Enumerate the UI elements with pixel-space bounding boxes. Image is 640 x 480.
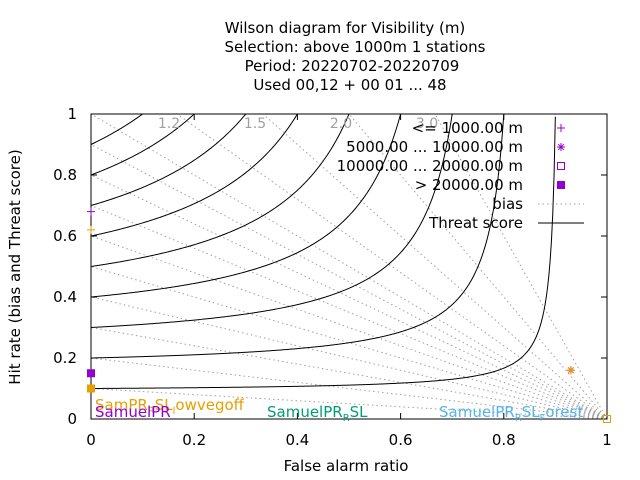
station-label: SamPRRSLlowvegoff	[95, 396, 245, 417]
data-point	[87, 384, 95, 393]
bias-line	[91, 144, 607, 419]
data-point	[87, 225, 95, 234]
y-tick-label: 0.6	[53, 227, 77, 245]
legend-entry: Threat score	[428, 214, 584, 232]
data-point	[603, 415, 611, 423]
bias-line	[91, 205, 607, 419]
y-tick-label: 0.8	[53, 166, 77, 184]
legend-marker	[557, 124, 565, 132]
x-tick-label: 0.2	[182, 431, 206, 449]
x-tick-label: 0.4	[285, 431, 309, 449]
threat-score-curve	[91, 114, 402, 298]
x-axis-ticks: 0 0.2 0.4 0.6 0.8 1	[86, 114, 612, 449]
y-tick-label: 0.4	[53, 288, 77, 306]
legend-label: 10000.00 ... 20000.00 m	[337, 157, 523, 175]
bias-label: 1.2	[158, 116, 180, 132]
title-line-4: Used 00,12 + 00 01 ... 48	[253, 76, 446, 94]
bias-line-labels: 1.2 1.5 2.0 3.0	[158, 116, 438, 132]
threat-score-lines	[91, 114, 556, 389]
y-tick-label: 1	[67, 105, 77, 123]
bias-line	[91, 114, 607, 419]
chart-title: Wilson diagram for Visibility (m) Select…	[224, 19, 485, 94]
legend-marker	[557, 181, 565, 189]
threat-score-curve	[91, 114, 453, 328]
title-line-3: Period: 20220702-20220709	[245, 57, 460, 75]
bias-line	[91, 388, 607, 419]
plot-frame	[90, 113, 608, 420]
station-label: SamuelPR	[95, 403, 171, 421]
data-point	[87, 207, 95, 216]
legend-entry: 5000.00 ... 10000.00 m	[346, 138, 565, 156]
legend-label: 5000.00 ... 10000.00 m	[346, 138, 523, 156]
y-tick-label: 0	[67, 410, 77, 428]
title-line-2: Selection: above 1000m 1 stations	[224, 38, 485, 56]
legend-marker	[557, 143, 565, 151]
title-line-1: Wilson diagram for Visibility (m)	[225, 19, 466, 37]
legend-label: Threat score	[428, 214, 523, 232]
legend-entry: > 20000.00 m	[415, 176, 565, 194]
bias-line	[91, 235, 607, 419]
data-points	[87, 207, 611, 423]
threat-score-curve	[91, 114, 247, 206]
threat-score-curve	[91, 114, 505, 359]
legend-label: bias	[492, 195, 523, 213]
threat-score-curve	[91, 114, 350, 267]
legend-label: <= 1000.00 m	[412, 119, 523, 137]
station-label: SamuelPRRSLForest	[439, 403, 583, 424]
bias-label: 2.0	[330, 116, 352, 132]
legend-marker	[557, 162, 565, 170]
threat-score-curve	[91, 114, 195, 176]
bias-line	[91, 327, 607, 419]
x-tick-label: 0.6	[389, 431, 413, 449]
threat-score-curve	[91, 114, 298, 237]
y-axis-ticks: 0 0.2 0.4 0.6 0.8 1	[53, 105, 607, 428]
bias-line	[91, 357, 607, 419]
y-axis-label: Hit rate (bias and Threat score)	[6, 149, 24, 384]
y-tick-label: 0.2	[53, 349, 77, 367]
x-tick-label: 0	[86, 431, 96, 449]
legend-entry: 10000.00 ... 20000.00 m	[337, 157, 565, 175]
bias-lines	[91, 114, 607, 419]
x-tick-label: 0.8	[492, 431, 516, 449]
data-point	[87, 369, 95, 378]
x-tick-label: 1	[602, 431, 612, 449]
x-axis-label: False alarm ratio	[284, 457, 409, 475]
legend-label: > 20000.00 m	[415, 176, 523, 194]
data-point	[566, 366, 575, 375]
bias-line	[176, 114, 607, 419]
bias-line	[91, 174, 607, 419]
station-label: SamuelPRRSL	[267, 403, 368, 424]
bias-label: 3.0	[416, 116, 438, 132]
bias-line	[91, 296, 607, 419]
threat-score-curve	[91, 114, 144, 145]
legend-entry: <= 1000.00 m	[412, 119, 565, 137]
legend-entry: bias	[492, 195, 584, 213]
threat-score-curve	[91, 116, 556, 389]
bias-label: 1.5	[244, 116, 266, 132]
